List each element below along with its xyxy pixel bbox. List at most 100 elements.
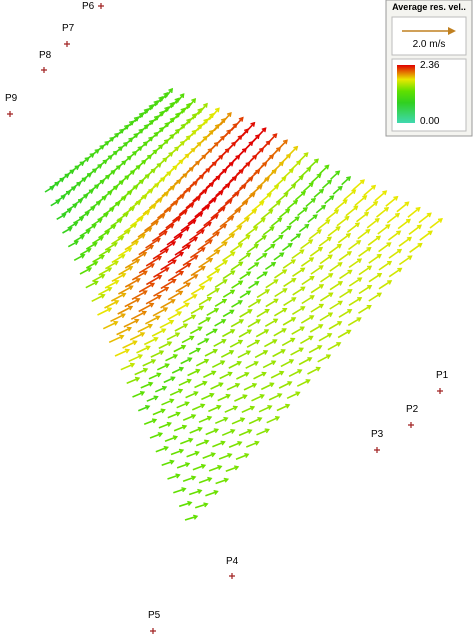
flow-arrow [149, 432, 163, 439]
flow-arrow [280, 359, 294, 368]
flow-arrow [151, 230, 168, 242]
flow-arrow-head [246, 329, 253, 335]
flow-arrow [239, 271, 251, 280]
flow-arrow [134, 368, 148, 376]
flow-arrow-head [333, 209, 340, 215]
flow-arrow [231, 184, 247, 197]
flow-arrow-head [300, 286, 306, 292]
flow-arrow [339, 269, 352, 280]
flow-arrow-head [127, 305, 134, 311]
point-marker [7, 111, 13, 117]
flow-arrow-head [281, 328, 287, 333]
flow-arrow [268, 200, 281, 211]
flow-arrow [197, 338, 209, 346]
flow-arrow [215, 183, 230, 197]
flow-arrow [273, 308, 287, 317]
flow-arrow-head [147, 323, 154, 329]
flow-arrow-head [193, 274, 199, 279]
flow-arrow [234, 394, 247, 402]
flow-arrow [131, 234, 146, 245]
flow-arrow [73, 254, 85, 262]
flow-arrow-head [209, 392, 215, 398]
flow-arrow [138, 282, 155, 293]
flow-arrow [213, 339, 226, 348]
flow-arrow-head [222, 260, 229, 265]
flow-arrow-head [406, 236, 412, 242]
flow-arrow [102, 321, 118, 330]
flow-arrow [214, 417, 228, 425]
flow-arrow-head [373, 201, 379, 206]
flow-arrow-head [327, 254, 333, 260]
flow-arrow [111, 236, 124, 245]
flow-arrow-head [200, 463, 207, 469]
flow-arrow-head [346, 176, 352, 182]
flow-arrow [169, 389, 183, 396]
flow-arrow [378, 242, 391, 253]
flow-arrow [282, 259, 296, 269]
flow-arrow [308, 345, 322, 354]
flow-arrow [202, 452, 215, 459]
flow-arrow-head [153, 395, 159, 401]
flow-arrow [77, 194, 88, 202]
flow-arrow [79, 248, 91, 256]
flow-arrow [212, 223, 227, 236]
flow-arrow-head [204, 358, 210, 364]
flow-arrow-head [128, 285, 134, 291]
flow-arrow [98, 267, 112, 276]
flow-arrow-head [220, 440, 226, 446]
flow-arrow [248, 281, 259, 289]
flow-arrow-head [139, 391, 146, 396]
flow-arrow [198, 317, 211, 326]
flow-arrow [300, 239, 313, 250]
flow-arrow-head [220, 360, 226, 366]
flow-arrow [341, 176, 351, 186]
flow-arrow-head [225, 393, 231, 399]
flow-arrow [363, 185, 376, 197]
flow-arrow [429, 218, 443, 229]
flow-arrow [159, 106, 169, 117]
flow-arrow-head [298, 175, 304, 181]
flow-arrow [301, 295, 315, 305]
flow-arrow [409, 243, 423, 253]
flow-arrow [166, 332, 180, 341]
flow-arrow-head [282, 288, 288, 293]
flow-arrow [205, 490, 218, 497]
flow-arrow [139, 108, 149, 119]
flow-arrow-head [264, 428, 270, 434]
flow-arrow [256, 177, 270, 189]
flow-arrow-head [375, 235, 382, 241]
flow-arrow-head [427, 230, 433, 236]
flow-arrow [338, 309, 352, 318]
flow-arrow [236, 372, 249, 380]
flow-arrow [214, 279, 228, 288]
flow-arrow [116, 327, 132, 336]
flow-arrow [85, 261, 98, 269]
flow-arrow-head [142, 270, 148, 276]
flow-arrow-head [262, 271, 268, 277]
flow-arrow-head [426, 212, 432, 218]
point-label: P7 [62, 23, 75, 34]
flow-arrow-head [318, 303, 325, 309]
flow-arrow [189, 427, 202, 434]
flow-arrow [255, 329, 269, 338]
flow-arrow [126, 377, 140, 385]
flow-arrow-head [149, 282, 156, 288]
flow-arrow-head [308, 182, 314, 188]
flow-arrow [283, 278, 296, 288]
flow-arrow [198, 258, 213, 269]
flow-arrow [164, 435, 178, 442]
flow-arrow [214, 319, 226, 327]
flow-arrow [170, 449, 184, 456]
flow-arrow-head [157, 275, 163, 280]
flow-arrow-head [277, 217, 283, 223]
flow-arrow [175, 93, 185, 104]
flow-arrow-head [237, 339, 244, 345]
flow-arrow [256, 271, 268, 280]
flow-arrow-head [229, 350, 235, 355]
flow-arrow [396, 201, 410, 213]
flow-arrow [281, 243, 293, 252]
flow-arrow [67, 221, 78, 229]
flow-arrow [202, 113, 214, 126]
flow-arrow-head [132, 340, 138, 346]
flow-arrow-head [203, 502, 209, 508]
